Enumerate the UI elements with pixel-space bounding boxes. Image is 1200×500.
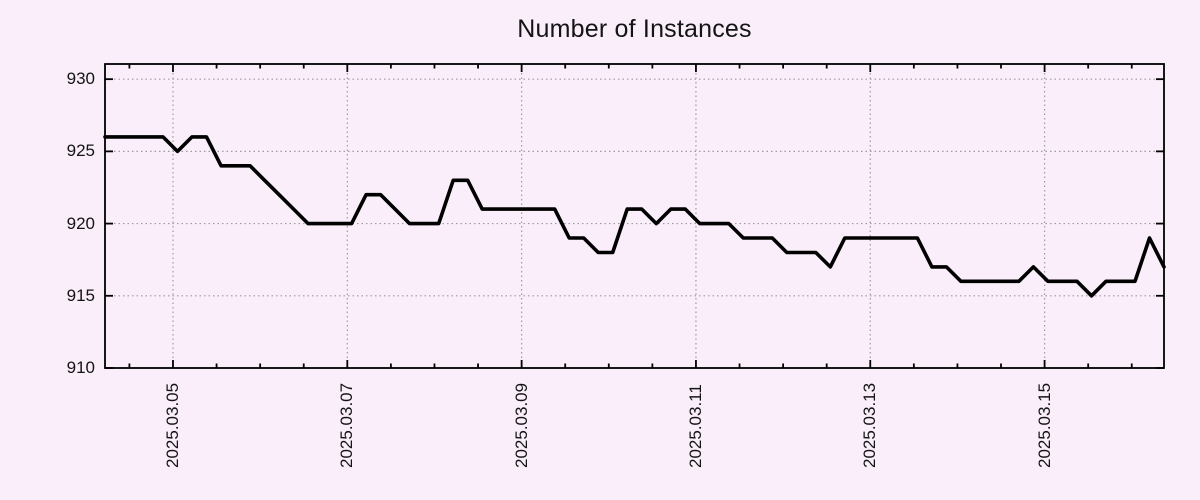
x-axis-tick-label: 2025.03.13 xyxy=(860,382,880,468)
chart-title: Number of Instances xyxy=(517,15,752,43)
y-axis-tick-label: 920 xyxy=(66,213,95,233)
x-axis-tick-label: 2025.03.15 xyxy=(1034,382,1054,468)
series-line xyxy=(103,135,1166,298)
x-axis-tick-label: 2025.03.11 xyxy=(685,384,705,468)
y-axis-tick-label: 915 xyxy=(66,285,95,305)
y-axis-tick-label: 930 xyxy=(66,69,95,89)
plot-border xyxy=(104,63,1165,369)
y-axis-tick-label: 925 xyxy=(66,141,95,161)
y-axis-tick-label: 910 xyxy=(66,358,95,377)
x-axis-tick-label: 2025.03.05 xyxy=(162,382,182,468)
x-axis-tick-label: 2025.03.09 xyxy=(511,382,531,468)
x-axis-tick-label: 2025.03.07 xyxy=(337,382,357,468)
